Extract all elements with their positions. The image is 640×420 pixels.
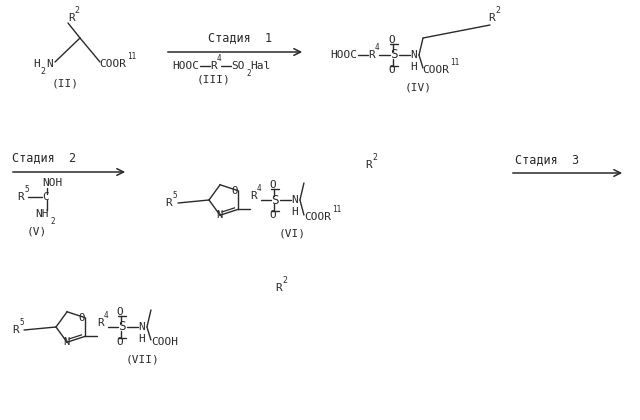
Text: S: S xyxy=(390,48,397,61)
Text: HOOC: HOOC xyxy=(172,61,199,71)
Text: Стадия  1: Стадия 1 xyxy=(208,32,272,45)
Text: O: O xyxy=(269,180,276,190)
Text: O: O xyxy=(79,312,85,323)
Text: COOR: COOR xyxy=(304,212,331,222)
Text: NH: NH xyxy=(35,209,49,219)
Text: H: H xyxy=(410,62,417,72)
Text: 11: 11 xyxy=(450,58,460,67)
Text: (V): (V) xyxy=(27,227,47,237)
Text: R: R xyxy=(68,13,75,23)
Text: Стадия  3: Стадия 3 xyxy=(515,153,579,166)
Text: R: R xyxy=(275,283,282,293)
Text: 2: 2 xyxy=(246,69,251,78)
Text: 2: 2 xyxy=(282,276,287,285)
Text: N: N xyxy=(410,50,417,60)
Text: COOR: COOR xyxy=(99,59,126,69)
Text: COOR: COOR xyxy=(422,65,449,75)
Text: N: N xyxy=(46,59,52,69)
Text: O: O xyxy=(232,186,238,196)
Text: O: O xyxy=(269,210,276,220)
Text: R: R xyxy=(368,50,375,60)
Text: N: N xyxy=(291,195,298,205)
Text: O: O xyxy=(116,337,123,347)
Text: (VI): (VI) xyxy=(279,228,306,238)
Text: R: R xyxy=(365,160,372,170)
Text: S: S xyxy=(271,194,278,207)
Text: R: R xyxy=(12,325,19,335)
Text: C: C xyxy=(42,192,49,202)
Text: N: N xyxy=(63,337,69,347)
Text: S: S xyxy=(118,320,125,333)
Text: 5: 5 xyxy=(24,185,29,194)
Text: 2: 2 xyxy=(74,6,79,15)
Text: 11: 11 xyxy=(127,52,136,61)
Text: R: R xyxy=(488,13,495,23)
Text: N: N xyxy=(138,322,145,332)
Text: 4: 4 xyxy=(217,54,221,63)
Text: (III): (III) xyxy=(197,74,231,84)
Text: N: N xyxy=(216,210,222,220)
Text: NOH: NOH xyxy=(42,178,62,188)
Text: 11: 11 xyxy=(332,205,341,214)
Text: 5: 5 xyxy=(172,191,177,200)
Text: O: O xyxy=(388,35,395,45)
Text: R: R xyxy=(97,318,104,328)
Text: H: H xyxy=(291,207,298,217)
Text: 4: 4 xyxy=(104,311,109,320)
Text: (VII): (VII) xyxy=(126,355,160,365)
Text: 5: 5 xyxy=(19,318,24,327)
Text: 4: 4 xyxy=(375,43,380,52)
Text: Hal: Hal xyxy=(250,61,270,71)
Text: (II): (II) xyxy=(52,79,79,89)
Text: Стадия  2: Стадия 2 xyxy=(12,152,76,165)
Text: R: R xyxy=(250,191,257,201)
Text: 2: 2 xyxy=(495,6,500,15)
Text: HOOC: HOOC xyxy=(330,50,357,60)
Text: O: O xyxy=(388,65,395,75)
Text: 2: 2 xyxy=(50,217,54,226)
Text: 4: 4 xyxy=(257,184,262,193)
Text: (IV): (IV) xyxy=(405,83,432,93)
Text: 2: 2 xyxy=(372,153,377,162)
Text: R: R xyxy=(165,198,172,208)
Text: H: H xyxy=(33,59,40,69)
Text: O: O xyxy=(116,307,123,317)
Text: COOH: COOH xyxy=(151,337,178,347)
Text: SO: SO xyxy=(231,61,244,71)
Text: R: R xyxy=(17,192,24,202)
Text: 2: 2 xyxy=(40,67,45,76)
Text: H: H xyxy=(138,334,145,344)
Text: R: R xyxy=(210,61,217,71)
